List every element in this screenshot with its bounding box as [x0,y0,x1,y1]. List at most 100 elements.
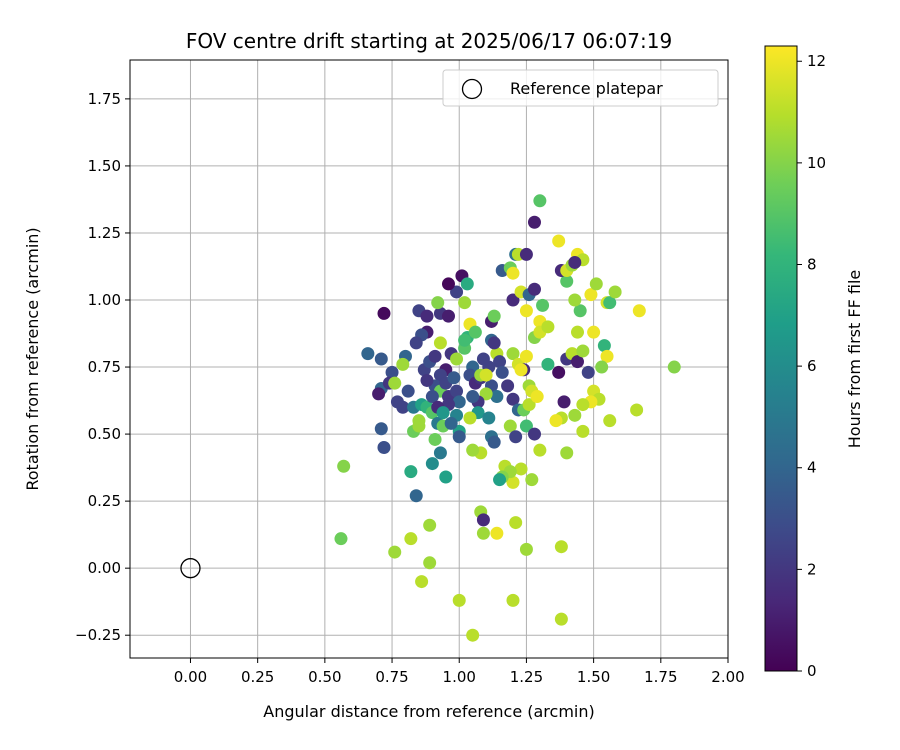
data-point [506,593,520,607]
data-point [506,392,520,406]
data-point [587,325,601,339]
data-point [568,255,582,269]
data-point [404,465,418,479]
data-point [533,194,547,208]
colorbar-tick-label: 2 [807,560,817,578]
data-point [439,470,453,484]
data-point [334,532,348,546]
data-point [560,446,574,460]
colorbar-frame [764,45,798,672]
y-tick-label: 1.00 [88,291,121,309]
legend-box [442,69,719,107]
data-point [584,288,598,302]
colorbar-ticks: 0 2 4 6 8 10 12 [797,52,826,680]
plot-frame [129,59,729,659]
data-point [374,422,388,436]
y-tick-label: 0.25 [88,492,121,510]
data-point [527,427,541,441]
data-point [476,526,490,540]
data-point [495,365,509,379]
data-point [519,304,533,318]
data-point [479,368,493,382]
data-point [519,419,533,433]
y-tick-label: 1.75 [88,90,121,108]
data-point [527,215,541,229]
legend-label-reference-platepar: Reference platepar [510,79,663,98]
data-point [377,440,391,454]
data-point [412,419,426,433]
colorbar-tick-label: 10 [807,154,826,172]
data-point [423,518,437,532]
y-axis-label: Rotation from reference (arcmin) [23,227,42,490]
data-point [450,285,464,299]
data-point [458,333,472,347]
data-point [509,516,523,530]
data-point [557,395,571,409]
data-point [433,446,447,460]
data-point [506,347,520,361]
data-point [603,296,617,310]
data-point [506,293,520,307]
data-point [428,349,442,363]
chart-title: FOV centre drift starting at 2025/06/17 … [186,29,672,53]
x-tick-label: 0.50 [308,668,341,686]
data-point [632,304,646,318]
data-point [560,274,574,288]
data-point [597,339,611,353]
data-point [630,403,644,417]
data-point [420,309,434,323]
data-point [425,457,439,471]
data-point [487,435,501,449]
data-point [431,296,445,310]
data-point [444,416,458,430]
data-point [608,285,622,299]
y-tick-label: 1.50 [88,157,121,175]
data-point [404,532,418,546]
legend: Reference platepar [442,69,719,107]
x-axis: 0.00 0.25 0.50 0.75 1.00 1.25 1.50 1.75 2.00 [174,658,745,686]
data-point [581,365,595,379]
data-point [533,443,547,457]
data-point [514,462,528,476]
x-tick-label: 1.25 [510,668,543,686]
data-point [476,352,490,366]
data-point [541,357,555,371]
data-point [522,398,536,412]
data-point [570,355,584,369]
x-tick-label: 2.00 [711,668,744,686]
data-point [493,473,507,487]
data-point [479,387,493,401]
data-point [506,266,520,280]
data-point [552,365,566,379]
data-point [576,398,590,412]
colorbar-label: Hours from first FF file [845,270,864,449]
data-point [487,336,501,350]
data-point [493,355,507,369]
x-axis-label: Angular distance from reference (arcmin) [263,702,594,721]
data-point [452,430,466,444]
y-tick-label: −0.25 [75,626,121,644]
data-point [476,513,490,527]
data-point [519,247,533,261]
data-point [600,349,614,363]
data-point [514,363,528,377]
data-point [549,414,563,428]
colorbar-tick-label: 4 [807,459,817,477]
data-point [501,379,515,393]
data-point [554,612,568,626]
data-point [463,411,477,425]
data-point [428,432,442,446]
data-point [576,344,590,358]
data-point [447,371,461,385]
reference-marker-layer [180,558,201,579]
data-point [420,373,434,387]
data-points [334,194,681,642]
data-point [554,540,568,554]
y-tick-label: 0.50 [88,425,121,443]
data-point [595,360,609,374]
data-point [361,347,375,361]
data-point [519,542,533,556]
data-point [450,384,464,398]
data-point [415,575,429,589]
x-tick-label: 0.00 [174,668,207,686]
